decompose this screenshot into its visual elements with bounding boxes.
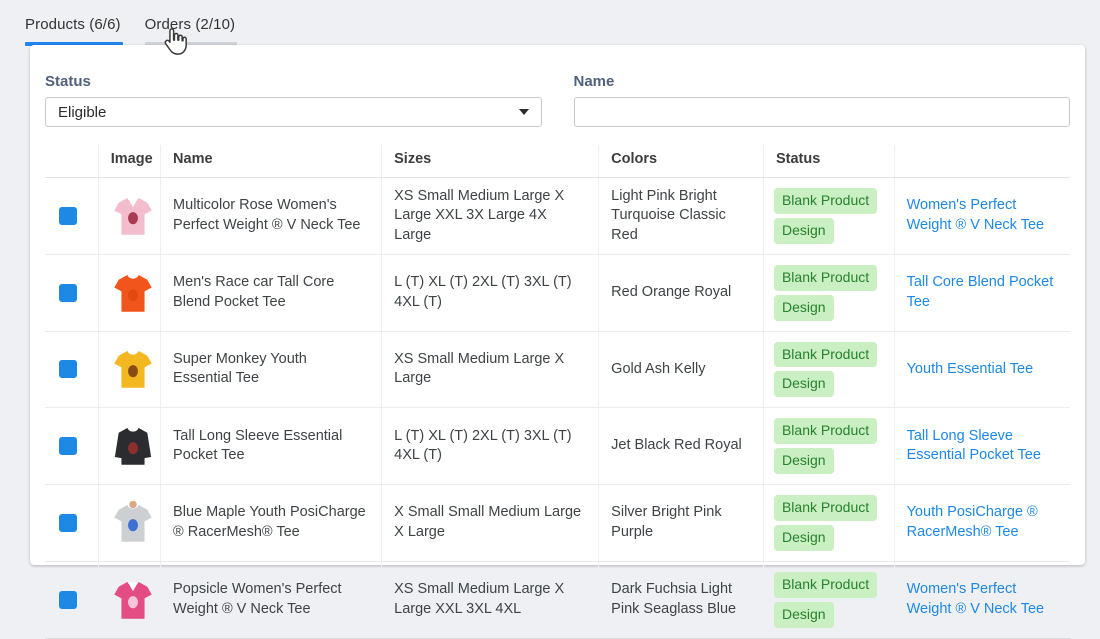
product-name: Blue Maple Youth PosiCharge ® RacerMesh®… [161, 485, 382, 562]
status-badge: Design [774, 371, 834, 397]
product-sizes: L (T) XL (T) 2XL (T) 3XL (T) 4XL (T) [382, 254, 599, 331]
name-label: Name [574, 73, 1071, 90]
product-colors: Light Pink Bright Turquoise Classic Red [599, 178, 764, 255]
product-name: Popsicle Women's Perfect Weight ® V Neck… [161, 561, 382, 638]
product-status: Blank Product Design [763, 485, 894, 562]
status-select[interactable]: Eligible [45, 97, 542, 127]
product-colors: Gold Ash Kelly [599, 331, 764, 408]
status-badge: Blank Product [774, 418, 877, 444]
product-colors: Dark Fuchsia Light Pink Seaglass Blue [599, 561, 764, 638]
header-name: Name [161, 145, 382, 178]
status-label: Status [45, 73, 542, 90]
product-link[interactable]: Youth Essential Tee [907, 361, 1034, 377]
status-badge: Design [774, 295, 834, 321]
status-selected-value: Eligible [58, 104, 106, 121]
status-badge: Design [774, 525, 834, 551]
row-checkbox[interactable] [59, 437, 77, 455]
table-row: Men's Race car Tall Core Blend Pocket Te… [45, 254, 1070, 331]
product-name: Multicolor Rose Women's Perfect Weight ®… [161, 178, 382, 255]
product-link[interactable]: Tall Long Sleeve Essential Pocket Tee [907, 428, 1041, 464]
product-link[interactable]: Women's Perfect Weight ® V Neck Tee [907, 581, 1045, 617]
product-colors: Jet Black Red Royal [599, 408, 764, 485]
table-row: Popsicle Women's Perfect Weight ® V Neck… [45, 561, 1070, 638]
product-image [111, 194, 155, 238]
header-link [894, 145, 1070, 178]
product-status: Blank Product Design [763, 331, 894, 408]
product-sizes: X Small Small Medium Large X Large [382, 485, 599, 562]
tab-products[interactable]: Products (6/6) [25, 10, 123, 46]
tab-orders[interactable]: Orders (2/10) [145, 10, 238, 46]
table-header-row: Image Name Sizes Colors Status [45, 145, 1070, 178]
chevron-down-icon [519, 109, 529, 115]
table-row: Blue Maple Youth PosiCharge ® RacerMesh®… [45, 485, 1070, 562]
name-filter: Name [574, 73, 1071, 127]
table-row: Super Monkey Youth Essential Tee XS Smal… [45, 331, 1070, 408]
tab-products-label: Products (6/6) [25, 10, 123, 42]
status-badge: Blank Product [774, 495, 877, 521]
product-link[interactable]: Youth PosiCharge ® RacerMesh® Tee [907, 504, 1038, 540]
product-sizes: XS Small Medium Large X Large XXL 3X Lar… [382, 178, 599, 255]
header-image: Image [98, 145, 160, 178]
product-link[interactable]: Tall Core Blend Pocket Tee [907, 274, 1054, 310]
product-sizes: XS Small Medium Large X Large [382, 331, 599, 408]
table-row: Multicolor Rose Women's Perfect Weight ®… [45, 178, 1070, 255]
product-status: Blank Product Design [763, 408, 894, 485]
product-name: Super Monkey Youth Essential Tee [161, 331, 382, 408]
row-checkbox[interactable] [59, 284, 77, 302]
product-sizes: L (T) XL (T) 2XL (T) 3XL (T) 4XL (T) [382, 408, 599, 485]
status-badge: Blank Product [774, 188, 877, 214]
product-colors: Red Orange Royal [599, 254, 764, 331]
filter-bar: Status Eligible Name [45, 63, 1070, 141]
status-badge: Blank Product [774, 265, 877, 291]
product-table-body: Multicolor Rose Women's Perfect Weight ®… [45, 178, 1070, 639]
product-name: Tall Long Sleeve Essential Pocket Tee [161, 408, 382, 485]
row-checkbox[interactable] [59, 591, 77, 609]
products-panel: Status Eligible Name Image Name Sizes Co… [30, 45, 1085, 565]
product-image [111, 271, 155, 315]
row-checkbox[interactable] [59, 207, 77, 225]
status-filter: Status Eligible [45, 73, 542, 127]
status-badge: Design [774, 218, 834, 244]
status-badge: Design [774, 602, 834, 628]
product-status: Blank Product Design [763, 178, 894, 255]
status-badge: Design [774, 448, 834, 474]
product-name: Men's Race car Tall Core Blend Pocket Te… [161, 254, 382, 331]
products-table: Image Name Sizes Colors Status Multicolo… [45, 145, 1070, 639]
product-image [111, 501, 155, 545]
row-checkbox[interactable] [59, 514, 77, 532]
product-image [111, 424, 155, 468]
row-checkbox[interactable] [59, 360, 77, 378]
tab-orders-label: Orders (2/10) [145, 10, 238, 42]
table-row: Tall Long Sleeve Essential Pocket Tee L … [45, 408, 1070, 485]
product-status: Blank ProductDesign [763, 561, 894, 638]
header-checkbox [45, 145, 98, 178]
product-colors: Silver Bright Pink Purple [599, 485, 764, 562]
header-colors: Colors [599, 145, 764, 178]
product-image [111, 347, 155, 391]
name-input[interactable] [574, 97, 1071, 127]
tab-bar: Products (6/6) Orders (2/10) [0, 0, 1100, 46]
product-image [111, 578, 155, 622]
status-badge: Blank Product [774, 342, 877, 368]
product-status: Blank Product Design [763, 254, 894, 331]
product-link[interactable]: Women's Perfect Weight ® V Neck Tee [907, 197, 1045, 233]
header-status: Status [763, 145, 894, 178]
header-sizes: Sizes [382, 145, 599, 178]
product-sizes: XS Small Medium Large X Large XXL 3XL 4X… [382, 561, 599, 638]
